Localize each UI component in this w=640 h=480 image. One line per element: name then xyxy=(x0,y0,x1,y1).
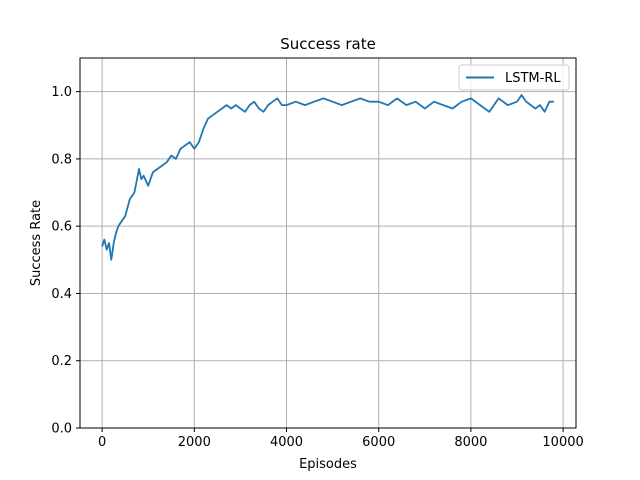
x-tick-label: 2000 xyxy=(178,435,211,450)
legend: LSTM-RL xyxy=(458,64,570,91)
legend-box xyxy=(458,64,570,91)
y-tick-label: 0.2 xyxy=(51,354,72,369)
y-axis-label: Success Rate xyxy=(29,200,44,286)
y-tick-label: 0.8 xyxy=(51,152,72,167)
chart-title: Success rate xyxy=(280,35,376,53)
x-tick-label: 8000 xyxy=(454,435,487,450)
x-tick-label: 6000 xyxy=(362,435,395,450)
y-tick-label: 0.0 xyxy=(51,422,72,437)
series-layer xyxy=(101,94,554,261)
x-tick-label: 0 xyxy=(98,435,106,450)
x-tick-label: 4000 xyxy=(270,435,303,450)
legend-label: LSTM-RL xyxy=(505,71,561,86)
y-tick-label: 0.4 xyxy=(51,287,72,302)
x-tick-label: 10000 xyxy=(542,435,583,450)
series-line-lstm-rl xyxy=(101,94,554,261)
x-axis-label: Episodes xyxy=(299,457,357,472)
y-tick-label: 1.0 xyxy=(51,85,72,100)
grid xyxy=(80,58,576,429)
plot-area-frame xyxy=(79,57,577,429)
ticks: 0 2000 4000 6000 8000 10000 0.0 0.2 0.4 0.6 0.8 1.0 xyxy=(51,85,583,450)
y-tick-label: 0.6 xyxy=(51,220,72,235)
